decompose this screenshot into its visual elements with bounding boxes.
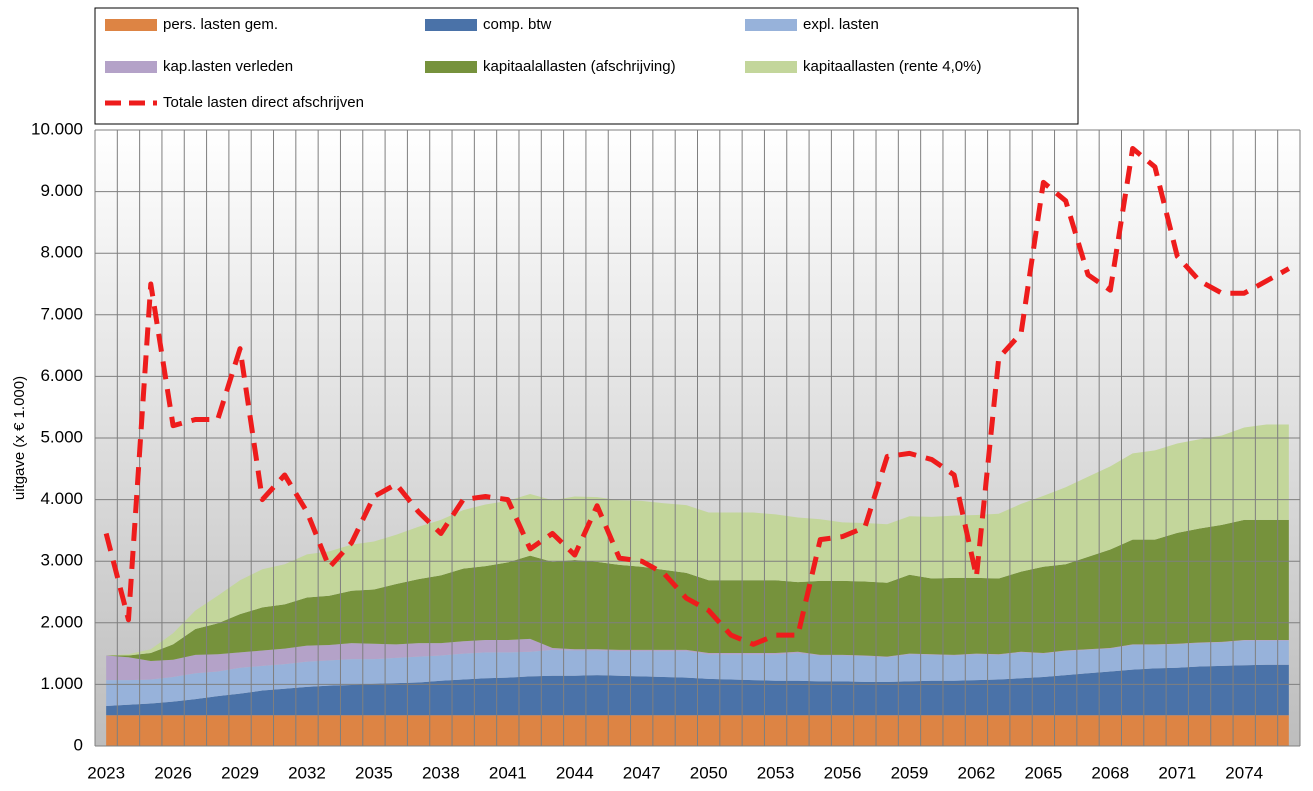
x-tick-label: 2071 bbox=[1158, 763, 1196, 782]
y-tick-label: 1.000 bbox=[40, 674, 83, 693]
legend-swatch bbox=[425, 19, 477, 31]
x-tick-label: 2065 bbox=[1024, 763, 1062, 782]
x-tick-label: 2029 bbox=[221, 763, 259, 782]
y-tick-label: 3.000 bbox=[40, 551, 83, 570]
legend-label: comp. btw bbox=[483, 16, 552, 33]
y-tick-label: 7.000 bbox=[40, 304, 83, 323]
legend-label: kapitaalallasten (afschrijving) bbox=[483, 58, 676, 75]
x-tick-label: 2032 bbox=[288, 763, 326, 782]
legend-swatch bbox=[745, 19, 797, 31]
y-tick-label: 9.000 bbox=[40, 181, 83, 200]
x-tick-label: 2056 bbox=[824, 763, 862, 782]
y-tick-label: 5.000 bbox=[40, 427, 83, 446]
legend-swatch bbox=[105, 61, 157, 73]
legend-label: kap.lasten verleden bbox=[163, 58, 293, 75]
x-tick-label: 2044 bbox=[556, 763, 594, 782]
legend-label: kapitaallasten (rente 4,0%) bbox=[803, 58, 981, 75]
x-tick-label: 2038 bbox=[422, 763, 460, 782]
y-tick-label: 2.000 bbox=[40, 612, 83, 631]
x-tick-label: 2074 bbox=[1225, 763, 1263, 782]
legend bbox=[94, 7, 1079, 125]
x-tick-label: 2023 bbox=[87, 763, 125, 782]
y-tick-label: 4.000 bbox=[40, 489, 83, 508]
x-tick-label: 2041 bbox=[489, 763, 527, 782]
legend-swatch bbox=[425, 61, 477, 73]
line bbox=[103, 145, 1291, 647]
x-tick-label: 2047 bbox=[623, 763, 661, 782]
y-axis-label: uitgave (x € 1.000) bbox=[11, 376, 28, 500]
x-tick-label: 2059 bbox=[891, 763, 929, 782]
y-tick-label: 8.000 bbox=[40, 243, 83, 262]
x-tick-label: 2068 bbox=[1091, 763, 1129, 782]
y-tick-label: 0 bbox=[74, 735, 83, 754]
x-tick-label: 2026 bbox=[154, 763, 192, 782]
x-tick-label: 2035 bbox=[355, 763, 393, 782]
y-tick-label: 10.000 bbox=[31, 119, 83, 138]
legend-label: Totale lasten direct afschrijven bbox=[163, 94, 364, 111]
legend-label: expl. lasten bbox=[803, 16, 879, 33]
x-tick-label: 2050 bbox=[690, 763, 728, 782]
legend-swatch bbox=[105, 19, 157, 31]
x-tick-label: 2062 bbox=[958, 763, 996, 782]
y-tick-label: 6.000 bbox=[40, 366, 83, 385]
legend-swatch bbox=[745, 61, 797, 73]
area bbox=[106, 638, 1289, 681]
legend-label: pers. lasten gem. bbox=[163, 16, 278, 33]
x-tick-label: 2053 bbox=[757, 763, 795, 782]
